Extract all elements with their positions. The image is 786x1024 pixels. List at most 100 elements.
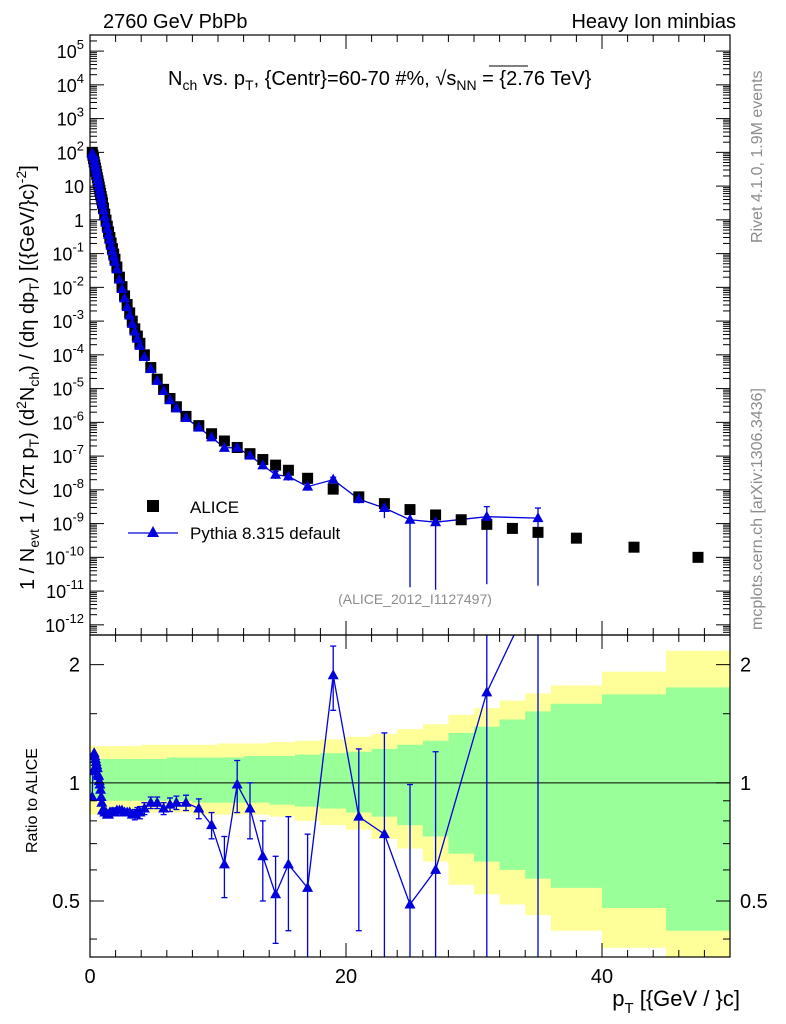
pythia-point (270, 468, 282, 479)
main-y-tick-label: 10-8 (52, 476, 84, 501)
ratio-y-tick-label: 1 (69, 773, 80, 795)
pythia-point (109, 255, 121, 266)
pythia-point (404, 513, 416, 524)
alice-point (327, 483, 339, 495)
ratio-point (93, 770, 105, 781)
main-series (86, 146, 704, 590)
main-y-tick-label: 10-1 (52, 240, 84, 265)
x-axis-label: pT [{GeV / }c] (612, 986, 740, 1017)
main-y-tick-label: 102 (57, 138, 84, 163)
main-y-tick-label: 10-7 (52, 442, 84, 467)
main-y-tick-label: 10-12 (45, 611, 84, 636)
ratio-point (302, 881, 314, 892)
main-y-tick-label: 10-6 (52, 408, 84, 433)
ratio-band-inner (320, 753, 347, 809)
ratio-band-inner (141, 758, 168, 801)
ratio-point (91, 762, 103, 773)
pythia-point (108, 250, 120, 261)
pythia-point (126, 317, 138, 328)
ratio-point (193, 802, 205, 813)
main-y-tick-label: 10-4 (52, 341, 84, 366)
analysis-watermark: (ALICE_2012_I1127497) (338, 591, 492, 607)
ratio-band-inner (602, 694, 667, 908)
ratio-point (138, 802, 150, 813)
pythia-point (97, 204, 109, 215)
ratio-point (481, 686, 493, 697)
ratio-band-inner (102, 758, 117, 801)
pythia-point (206, 431, 218, 442)
ratio-point (218, 858, 230, 869)
ratio-point (282, 858, 294, 869)
pythia-point (327, 473, 339, 484)
x-tick-label: 20 (335, 966, 357, 988)
ratio-band-inner (243, 756, 270, 803)
ratio-point (151, 796, 163, 807)
ratio-series (90, 635, 539, 957)
legend: ALICE Pythia 8.315 default (128, 498, 341, 543)
legend-marker-alice (147, 500, 159, 512)
ratio-x-axis: 0 20 40 (84, 635, 731, 988)
ratio-point (353, 810, 365, 821)
main-y-tick-label: 10 (64, 177, 84, 197)
pythia-point (430, 516, 442, 527)
main-y-tick-label: 10-10 (45, 543, 84, 568)
ratio-y-tick-label-right: 2 (740, 655, 751, 677)
main-y-tick-label: 105 (57, 37, 84, 62)
ratio-point (231, 778, 243, 789)
ratio-point (206, 819, 218, 830)
main-y-tick-label: 104 (57, 71, 84, 96)
ratio-y-label: Ratio to ALICE (24, 748, 41, 853)
ratio-band-inner (192, 757, 219, 803)
main-y-tick-label: 10-2 (52, 273, 84, 298)
alice-point (282, 464, 294, 476)
ratio-y-axis: 0.5 0.5 1 1 2 2 (52, 655, 768, 940)
x-tick-label: 0 (84, 966, 95, 988)
pythia-point (103, 228, 115, 239)
pythia-point (282, 470, 294, 481)
ratio-point (244, 802, 256, 813)
pythia-point (121, 301, 133, 312)
main-x-axis (89, 35, 731, 635)
pythia-point (532, 512, 544, 523)
pythia-point (158, 384, 170, 395)
pythia-point (105, 239, 117, 250)
ratio-plot: 0.5 0.5 1 1 2 2 0 20 40 Ratio to ALICE pT [{GeV… (24, 634, 768, 1017)
pythia-point (170, 402, 182, 413)
alice-point (270, 459, 282, 471)
pythia-point (193, 421, 205, 432)
pythia-point (116, 283, 128, 294)
main-plot: 10510410310210110-110-210-310-410-510-61… (13, 34, 731, 636)
pythia-point (218, 441, 230, 452)
alice-point (455, 514, 467, 526)
pythia-point (257, 459, 269, 470)
main-y-tick-label: 10-3 (52, 307, 84, 332)
rivet-label: Rivet 4.1.0, 1.9M events (749, 70, 766, 243)
pythia-point (99, 210, 111, 221)
pythia-point (164, 394, 176, 405)
pythia-point (231, 441, 243, 452)
ratio-y-tick-label: 0.5 (52, 891, 80, 913)
pythia-point (180, 411, 192, 422)
ratio-point (270, 888, 282, 899)
legend-label-pythia: Pythia 8.315 default (190, 524, 341, 543)
main-y-tick-label: 1 (74, 211, 84, 231)
alice-point (628, 541, 640, 553)
alice-point (430, 509, 442, 521)
ratio-point (95, 783, 107, 794)
alice-point (481, 518, 493, 530)
pythia-point (111, 263, 123, 274)
pythia-point (378, 501, 390, 512)
pythia-point (106, 245, 118, 256)
ratio-y-tick-label: 2 (69, 655, 80, 677)
ratio-point (90, 791, 98, 802)
ratio-point (404, 898, 416, 909)
pythia-point (302, 480, 314, 491)
pythia-point (129, 325, 141, 336)
x-tick-label: 40 (591, 966, 613, 988)
pythia-point (113, 273, 125, 284)
alice-point (532, 526, 544, 538)
ratio-point (95, 791, 107, 802)
ratio-plot-frame (89, 634, 731, 958)
main-y-axis: 10510410310210110-110-210-310-410-510-61… (45, 34, 730, 636)
main-y-tick-label: 103 (57, 105, 84, 130)
